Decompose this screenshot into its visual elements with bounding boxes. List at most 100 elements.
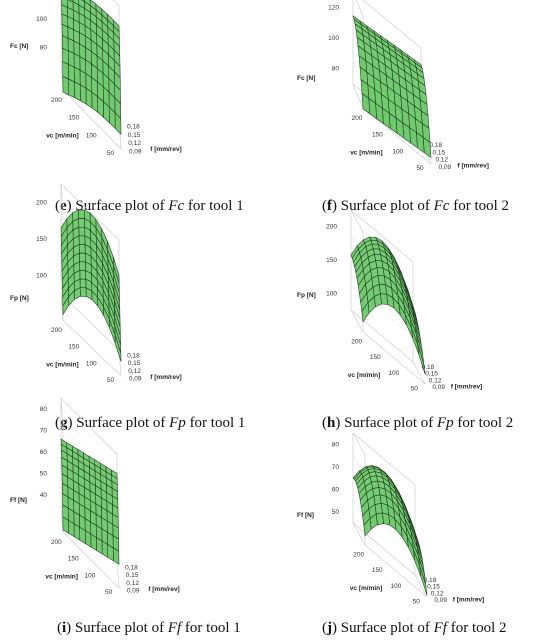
x-tick-label: 150 (68, 115, 79, 122)
x-tick-label: 150 (68, 556, 79, 563)
y-tick-label: 0,18 (127, 352, 140, 359)
z-axis-label: Ff [N] (297, 512, 314, 519)
z-axis-label: Fp [N] (10, 295, 29, 302)
x-tick-label: 50 (107, 377, 115, 384)
y-tick-label: 0,12 (128, 368, 141, 375)
box-top (60, 183, 120, 241)
y-axis-label: f [mm/rev] (453, 596, 484, 603)
z-tick-label: 50 (332, 509, 340, 516)
caption-h: (h) Surface plot of Fp for tool 2 (322, 415, 514, 431)
caption-f: (f) Surface plot of Fc for tool 2 (322, 198, 510, 214)
x-tick-label: 50 (411, 385, 419, 392)
surface-cell (68, 78, 75, 99)
surface-plot-fp-tool2: 100 150 200 Fp [N] 200 150 100 50 vc [m/min] 0,09… (275, 209, 550, 412)
y-tick-label: 0,12 (128, 140, 141, 147)
x-tick-label: 200 (351, 339, 362, 346)
surface-plot-ff-tool1: 40 50 60 70 80 Ff [N] 200 150 100 50 vc [m/min] 0,0… (0, 397, 275, 620)
x-tick-label: 200 (352, 115, 363, 122)
y-tick-label: 0,15 (126, 572, 139, 579)
surface-cell (62, 295, 70, 316)
y-tick-label: 0,09 (129, 376, 142, 383)
x-axis-label: vc [m/min] (350, 585, 383, 592)
caption-i: (i) Surface plot of Ff for tool 1 (57, 620, 241, 636)
y-axis-label: f [mm/rev] (458, 163, 489, 170)
x-tick-label: 100 (392, 148, 403, 155)
y-tick-label: 0,09 (439, 164, 452, 171)
z-tick-label: 100 (328, 35, 339, 42)
surface-plot-fc-tool2: 80 100 120 Fc [N] 200 150 100 50 vc [m/min] 0,09 0… (275, 0, 550, 190)
surface-cell (78, 209, 85, 219)
surface-cell (79, 270, 87, 280)
x-tick-label: 150 (68, 344, 79, 351)
surface (352, 465, 428, 596)
z-tick-label: 80 (332, 66, 340, 73)
x-tick-label: 200 (353, 552, 364, 559)
chart-svg: 100 150 200 Fp [N] 200 150 100 50 vc [m/min] 0,09… (10, 183, 182, 384)
x-tick-label: 100 (86, 360, 97, 367)
surface-cell (79, 278, 87, 289)
surface-cell (361, 93, 371, 115)
surface (60, 438, 120, 565)
x-tick-label: 200 (51, 97, 62, 104)
z-tick-label: 100 (326, 290, 337, 297)
x-tick-label: 150 (372, 132, 383, 139)
y-tick-label: 0,09 (434, 597, 447, 604)
z-tick-label: 100 (36, 273, 47, 280)
surface (350, 236, 426, 375)
caption-j: (j) Surface plot of Ff for tool 2 (322, 620, 507, 636)
surface-cell (78, 235, 86, 245)
surface-cell (78, 226, 86, 237)
y-tick-label: 0,12 (431, 590, 444, 597)
box-top (60, 397, 118, 455)
x-tick-label: 50 (107, 150, 115, 157)
z-axis-label: Fc [N] (10, 43, 28, 50)
z-tick-label: 150 (36, 236, 47, 243)
x-axis-label: vc [m/min] (46, 361, 79, 368)
x-tick-label: 100 (390, 583, 401, 590)
surface-cell (79, 287, 87, 297)
y-tick-label: 0,12 (436, 157, 449, 164)
z-tick-label: 70 (332, 464, 340, 471)
surface-cell (79, 261, 86, 271)
surface-cell (62, 61, 69, 80)
wall-gridline (350, 284, 414, 338)
x-tick-label: 100 (85, 572, 96, 579)
z-tick-label: 60 (332, 486, 340, 493)
x-tick-label: 50 (105, 589, 113, 596)
z-tick-label: 60 (40, 449, 48, 456)
surface-cell (74, 81, 81, 102)
z-tick-label: 40 (40, 492, 48, 499)
z-tick-label: 150 (326, 257, 337, 264)
x-tick-label: 50 (416, 165, 424, 172)
x-tick-label: 150 (372, 567, 383, 574)
surface (352, 15, 432, 159)
x-axis-label: vc [m/min] (348, 372, 381, 379)
surface (60, 209, 122, 362)
y-tick-label: 0,09 (129, 149, 142, 156)
surface-cell (363, 517, 372, 537)
y-axis-label: f [mm/rev] (150, 374, 181, 381)
y-tick-label: 0,18 (430, 142, 443, 149)
box-top (350, 209, 414, 263)
z-tick-label: 70 (40, 427, 48, 434)
x-tick-label: 200 (51, 327, 62, 334)
x-tick-label: 150 (370, 354, 381, 361)
surface-cell (78, 218, 85, 228)
wall-gridline (352, 500, 416, 553)
y-axis-label: f [mm/rev] (148, 586, 179, 593)
z-tick-label: 50 (40, 471, 48, 478)
z-axis-label: Fp [N] (297, 292, 316, 299)
y-tick-label: 0,15 (433, 149, 446, 156)
y-tick-label: 0,09 (432, 384, 445, 391)
y-tick-label: 0,18 (127, 123, 140, 130)
surface (61, 0, 122, 136)
x-tick-label: 200 (51, 539, 62, 546)
z-tick-label: 80 (40, 45, 48, 52)
surface-cell (79, 252, 86, 263)
surface-cell (78, 244, 86, 254)
z-tick-label: 200 (36, 199, 47, 206)
